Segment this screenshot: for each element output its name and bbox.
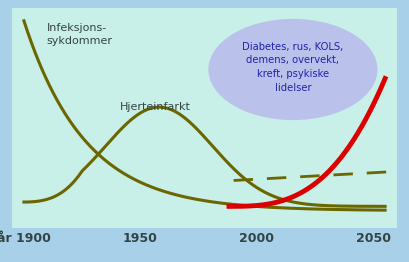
Text: Hjerteinfarkt: Hjerteinfarkt <box>120 102 191 112</box>
Text: Infeksjons-
sykdommer: Infeksjons- sykdommer <box>47 23 113 46</box>
Text: Diabetes, rus, KOLS,
demens, overvekt,
kreft, psykiske
lidelser: Diabetes, rus, KOLS, demens, overvekt, k… <box>242 42 344 93</box>
Ellipse shape <box>208 19 378 120</box>
